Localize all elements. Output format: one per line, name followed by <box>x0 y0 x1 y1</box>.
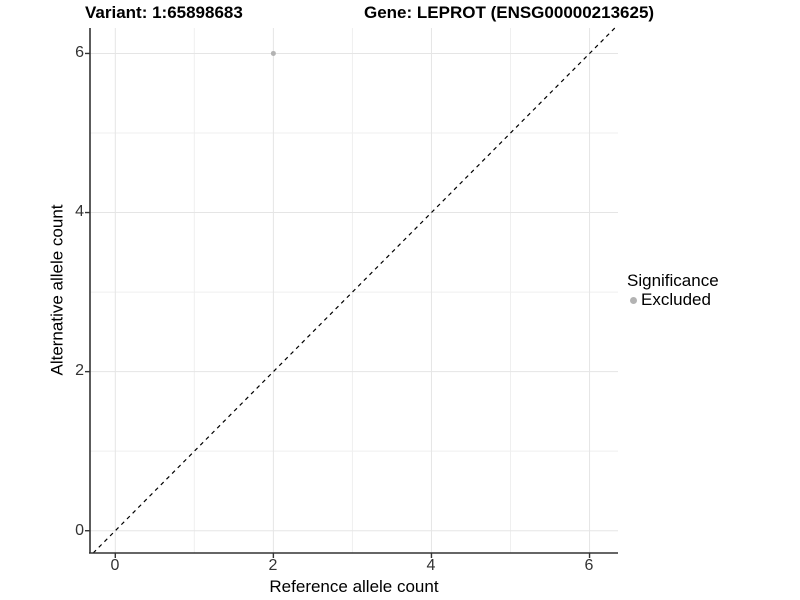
x-tick-label-2: 2 <box>268 557 278 574</box>
legend-item-excluded: Excluded <box>627 291 719 309</box>
data-point <box>270 50 276 56</box>
x-tick-label-6: 6 <box>584 557 594 574</box>
y-axis-title: Alternative allele count <box>47 204 67 376</box>
x-tick-label-4: 4 <box>426 557 436 574</box>
x-axis-title: Reference allele count <box>269 577 439 596</box>
legend-item-label: Excluded <box>641 290 711 309</box>
legend: Significance Excluded <box>627 272 719 309</box>
legend-point-icon <box>630 296 637 304</box>
x-tick-label-0: 0 <box>110 557 120 574</box>
plot-title-gene: Gene: LEPROT (ENSG00000213625) <box>364 3 655 22</box>
y-tick-label-6: 6 <box>75 44 84 61</box>
y-tick-label-0: 0 <box>75 522 84 539</box>
y-tick-label-4: 4 <box>75 203 84 220</box>
legend-title: Significance <box>627 271 719 290</box>
identity-line <box>92 27 616 554</box>
plot-title-variant: Variant: 1:65898683 <box>85 3 243 22</box>
y-tick-label-2: 2 <box>75 362 84 379</box>
